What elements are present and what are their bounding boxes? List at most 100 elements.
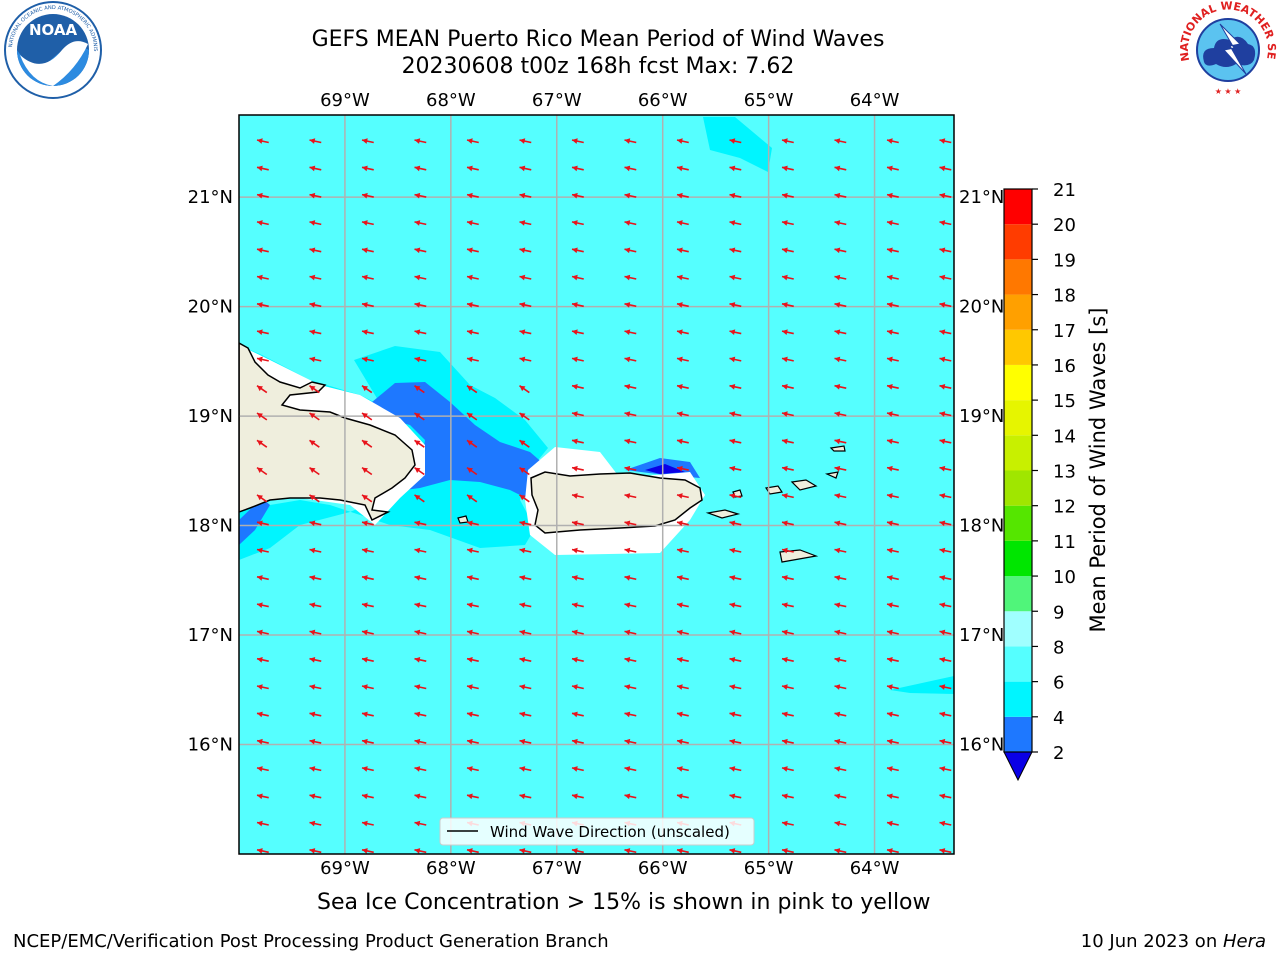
wind-arrow [676, 738, 689, 745]
wind-arrow [466, 466, 478, 476]
wind-arrow [519, 302, 532, 308]
wind-arrow [571, 411, 584, 417]
nws-logo-icon: NATIONAL WEATHER SERVICE ★ ★ ★ [1176, 0, 1278, 96]
wind-arrow [571, 520, 584, 527]
wind-arrow [886, 220, 899, 226]
wind-arrow [414, 820, 427, 827]
wind-arrow [676, 247, 689, 254]
wind-arrow [309, 494, 320, 503]
wind-arrow [886, 766, 899, 772]
axis-tick-labels: 69°W 69°W 68°W 68°W 67°W 67°W 66°W 66°W 65°W 65°W… [188, 90, 1005, 879]
wind-arrow [834, 711, 847, 718]
wind-arrow [571, 247, 584, 254]
colorbar-tick-label: 18 [1053, 286, 1076, 307]
wind-arrow [466, 793, 479, 800]
lon-label-bottom: 66°W [638, 858, 688, 879]
lon-label-bottom: 67°W [532, 858, 582, 879]
wind-arrow [834, 465, 847, 472]
wind-arrow [466, 494, 478, 503]
colorbar-tick-label: 12 [1053, 497, 1076, 518]
wind-arrow [729, 547, 742, 554]
colorbar-segment [1004, 294, 1032, 330]
wind-arrow [939, 738, 952, 745]
wind-arrow [729, 711, 742, 718]
colorbar-tick-label: 2 [1053, 743, 1064, 764]
wind-arrow [834, 411, 847, 417]
wind-arrow [729, 602, 742, 609]
wind-arrow [519, 629, 532, 636]
wind-arrow [571, 138, 584, 144]
wind-arrow [886, 738, 899, 745]
colorbar: 2 4 6 8 9 10 11 12 13 14 15 16 17 18 19 20 21 [1003, 180, 1076, 782]
wind-arrow [886, 575, 899, 581]
wind-arrow [466, 656, 479, 663]
wind-arrow [256, 356, 269, 363]
wind-arrow [309, 711, 322, 718]
wind-arrow [781, 820, 794, 827]
wind-arrow [676, 383, 689, 390]
wind-arrow [834, 547, 847, 554]
wind-arrow [309, 329, 322, 336]
wind-arrow [886, 520, 899, 527]
wind-arrow [886, 465, 899, 472]
wind-arrow [886, 820, 899, 827]
wind-arrow [571, 848, 584, 854]
wind-arrow [781, 465, 794, 472]
wind-arrow [886, 165, 899, 172]
wind-arrow [676, 411, 689, 417]
wind-arrow [676, 575, 689, 581]
wind-arrow [624, 165, 637, 172]
wind-arrow [414, 385, 425, 394]
colorbar-segment [1004, 611, 1032, 647]
wind-arrow [466, 385, 478, 394]
wind-arrow [624, 575, 637, 581]
wind-arrow [466, 439, 478, 448]
lon-label-top: 64°W [850, 90, 900, 111]
wind-arrow [729, 302, 742, 308]
wind-arrow [729, 220, 742, 226]
land-isla-saona [457, 515, 469, 524]
wind-arrow [519, 494, 530, 503]
wind-arrow [361, 738, 374, 745]
wind-arrow [729, 575, 742, 581]
noaa-logo-text: NOAA [29, 21, 78, 39]
wind-arrow [834, 274, 847, 281]
wind-arrow [939, 684, 952, 690]
wind-arrow [466, 520, 479, 527]
wind-arrow [886, 711, 899, 718]
wind-arrow [781, 848, 794, 854]
wind-arrow [414, 520, 427, 527]
wind-arrow [886, 247, 899, 254]
land-hispaniola [239, 342, 416, 522]
wind-arrow [256, 575, 269, 581]
wind-arrow [309, 385, 320, 394]
wind-arrow [939, 247, 952, 254]
wind-arrow [466, 302, 479, 308]
wind-arrow [414, 793, 427, 800]
wind-arrow [361, 274, 374, 281]
wind-arrow [834, 848, 847, 854]
wind-arrow [834, 220, 847, 226]
wind-arrow [309, 138, 322, 144]
footer-host: Hera [1222, 931, 1266, 952]
colorbar-segment [1004, 646, 1032, 682]
wind-arrow [466, 684, 479, 690]
wind-arrow [624, 411, 637, 417]
land-st-croix [779, 549, 819, 563]
wind-arrow [886, 438, 899, 445]
wind-arrow [834, 247, 847, 254]
plot-subtitle: 20230608 t00z 168h fcst Max: 7.62 [401, 54, 795, 79]
wind-arrow [571, 711, 584, 718]
wind-arrow [729, 465, 742, 472]
colorbar-tick-label: 9 [1053, 602, 1064, 623]
wind-arrow [414, 575, 427, 581]
colorbar-tick-label: 21 [1053, 180, 1076, 201]
wind-arrow [361, 356, 374, 363]
wind-arrow [676, 274, 689, 281]
wind-arrow [676, 302, 689, 308]
wind-arrow [309, 466, 320, 476]
wind-arrow [571, 465, 584, 472]
wind-arrow [414, 466, 425, 476]
lat-label-right: 20°N [959, 297, 1004, 318]
wind-arrow [834, 302, 847, 308]
